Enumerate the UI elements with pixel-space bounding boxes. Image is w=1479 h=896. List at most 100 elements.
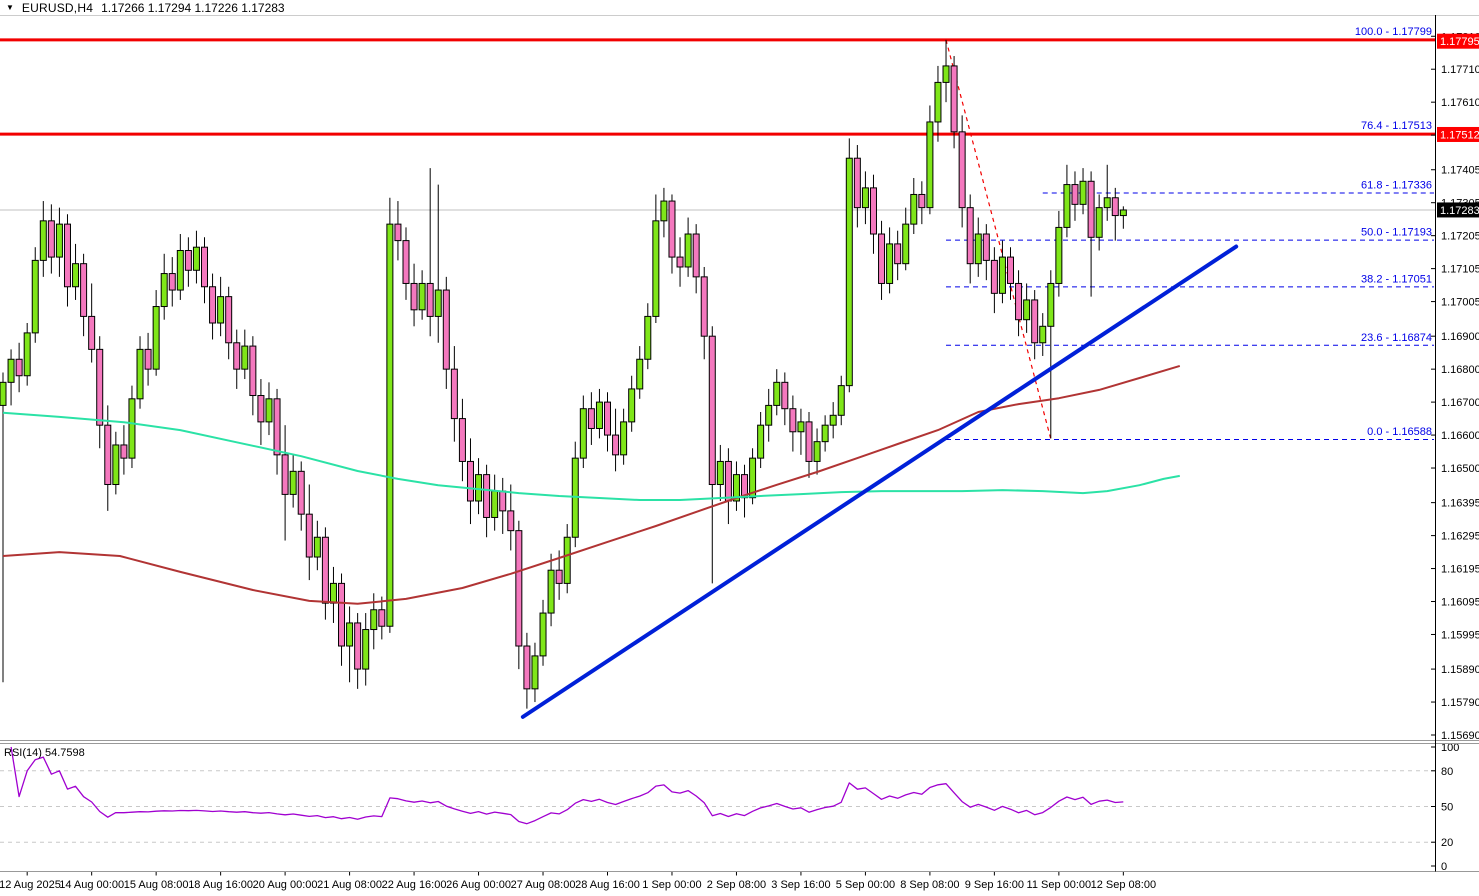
- candle-bear: [305, 513, 313, 558]
- candle-bull: [0, 381, 7, 406]
- candle-bull: [152, 306, 160, 370]
- candle-bull: [39, 220, 47, 261]
- candle-bull: [434, 289, 442, 317]
- candle-bear: [676, 256, 684, 268]
- candle-bull: [636, 358, 644, 390]
- candle-bull: [813, 441, 821, 462]
- ma-slow-line: [2, 364, 1181, 605]
- price-axis-label: 1.15790: [1441, 697, 1479, 709]
- candle-bull: [265, 398, 273, 423]
- candle-bull: [910, 193, 918, 225]
- candle-bear: [587, 408, 595, 429]
- candle-bull: [837, 385, 845, 416]
- price-axis-label: 1.17405: [1441, 165, 1479, 177]
- candle-bear: [281, 454, 289, 495]
- candle-bull: [1047, 282, 1055, 327]
- candle-bear: [225, 296, 233, 344]
- candle-bear: [1015, 282, 1023, 321]
- candle-bull: [475, 474, 483, 502]
- rsi-indicator-label: RSI(14) 54.7598: [4, 747, 85, 759]
- candle-bull: [547, 569, 555, 614]
- candle-bull: [797, 421, 805, 433]
- candle-bear: [523, 645, 531, 690]
- trend-line: [520, 244, 1239, 719]
- price-level-box: [1437, 126, 1479, 142]
- candle-bull: [660, 200, 668, 222]
- candle-bear: [555, 569, 563, 584]
- candle-bear: [378, 609, 386, 627]
- candle-bear: [394, 223, 402, 242]
- candle-bull: [313, 536, 321, 558]
- time-axis-label: 18 Aug 16:00: [188, 879, 253, 891]
- candle-bear: [209, 286, 217, 324]
- candle-bear: [894, 243, 902, 265]
- candle-bull: [1055, 226, 1063, 284]
- candle-bull: [55, 223, 63, 258]
- candle-bull: [652, 220, 660, 317]
- price-axis-label: 1.16195: [1441, 564, 1479, 576]
- candle-bear: [233, 342, 241, 370]
- candle-bull: [136, 348, 144, 400]
- symbol-dropdown-icon[interactable]: ▼: [6, 2, 14, 12]
- candle-bear: [958, 131, 966, 209]
- candle-bear: [990, 259, 998, 294]
- candle-bear: [853, 157, 861, 209]
- candle-bear: [410, 282, 418, 311]
- candle-bear: [88, 315, 96, 350]
- time-axis-label: 14 Aug 00:00: [59, 879, 124, 891]
- time-axis-label: 8 Sep 08:00: [900, 879, 959, 891]
- candle-bear: [354, 622, 362, 670]
- candle-bear: [692, 233, 700, 278]
- candle-bull: [539, 612, 547, 657]
- candle-bull: [531, 655, 539, 690]
- candle-bear: [805, 421, 813, 462]
- price-axis-label: 1.16600: [1441, 430, 1479, 442]
- moving-averages: [2, 364, 1181, 605]
- ma-fast-line: [2, 411, 1180, 501]
- ohlc-readout: 1.17266 1.17294 1.17226 1.17283: [101, 0, 285, 15]
- candle-bear: [1007, 256, 1014, 284]
- candle-bull: [128, 398, 136, 459]
- candle-bull: [934, 81, 942, 123]
- rsi-axis-label: 50: [1441, 802, 1453, 814]
- candle-bear: [507, 510, 515, 532]
- time-axis-label: 5 Sep 00:00: [836, 879, 895, 891]
- candle-bear: [104, 424, 112, 486]
- candle-bear: [184, 249, 192, 271]
- candle-bear: [402, 240, 410, 284]
- time-axis-label: 20 Aug 00:00: [253, 879, 318, 891]
- price-box-value: 1.17795: [1440, 36, 1479, 48]
- price-axis-label: 1.16900: [1441, 331, 1479, 343]
- candle-bull: [845, 157, 853, 387]
- time-axis-label: 28 Aug 16:00: [575, 879, 640, 891]
- fib-label: 0.0 - 1.16588: [1367, 426, 1432, 438]
- rsi-axis-label: 20: [1441, 837, 1453, 849]
- candle-bear: [96, 348, 104, 426]
- candle-bear: [63, 223, 71, 288]
- candle-bear: [1087, 180, 1095, 238]
- candle-bear: [789, 408, 797, 433]
- candle-bull: [346, 622, 354, 647]
- time-axis-label: 3 Sep 16:00: [771, 879, 830, 891]
- price-box-value: 1.17512: [1440, 129, 1479, 141]
- fib-label: 61.8 - 1.17336: [1361, 179, 1432, 191]
- candle-bear: [450, 368, 458, 420]
- price-axis[interactable]: 1.178101.177101.176101.175101.174051.173…: [1431, 31, 1479, 742]
- price-axis-label: 1.17105: [1441, 264, 1479, 276]
- candle-bull: [595, 401, 603, 429]
- time-axis-label: 21 Aug 08:00: [317, 879, 382, 891]
- time-axis-label: 12 Sep 08:00: [1091, 879, 1156, 891]
- time-axis-label: 22 Aug 16:00: [382, 879, 447, 891]
- candle-bear: [708, 335, 716, 486]
- candle-bull: [829, 414, 837, 426]
- time-axis-label: 9 Sep 16:00: [965, 879, 1024, 891]
- candle-bear: [612, 434, 620, 456]
- rsi-axis-label: 100: [1441, 742, 1459, 754]
- candle-bear: [499, 490, 507, 512]
- rsi-panel[interactable]: 100 80 50 20 0: [0, 742, 1459, 873]
- time-axis-label: 27 Aug 08:00: [511, 879, 576, 891]
- candle-bear: [80, 263, 88, 317]
- candle-bull: [1079, 180, 1087, 205]
